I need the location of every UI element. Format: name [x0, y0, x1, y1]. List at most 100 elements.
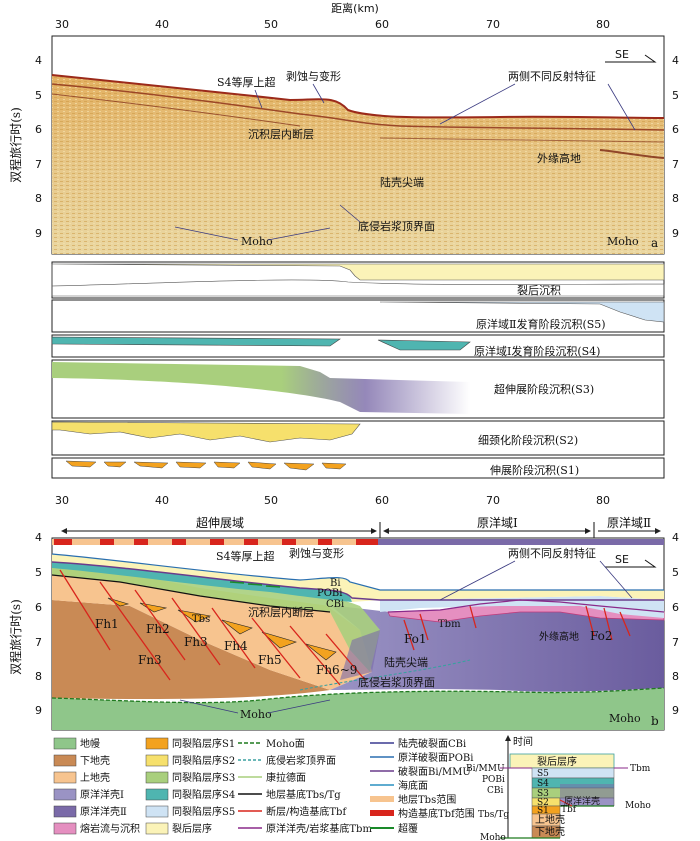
label-intrusive: 底侵岩浆顶界面	[358, 219, 435, 233]
mid-tick: 50	[264, 494, 278, 507]
strip-s1: 伸展阶段沉积(S1)	[51, 457, 665, 479]
col-s1: S1	[537, 806, 549, 816]
ytick: 8	[35, 670, 42, 683]
panel-b-letter: b	[651, 714, 659, 728]
legend-item: 原洋洋壳/岩浆基底Tbm	[266, 822, 372, 835]
label-fn3: Fn3	[138, 653, 162, 667]
direction-label: SE	[615, 48, 629, 61]
legend-item: 同裂陷层序S5	[172, 805, 235, 818]
label-erosion: 剥蚀与变形	[286, 69, 341, 83]
domain-proto1: 原洋域Ⅰ	[477, 515, 518, 530]
legend-item: 熔岩流与沉积	[80, 822, 140, 835]
col-cbi: CBi	[487, 786, 504, 796]
panel-a-yticks-left: 4 5 6 7 8 9	[35, 54, 42, 240]
col-lower: 下地壳	[535, 825, 565, 838]
legend-item: 原洋洋壳Ⅱ	[80, 805, 127, 818]
domain-bar: 超伸展域 原洋域Ⅰ 原洋域Ⅱ	[61, 515, 661, 540]
col-moho-left: Moho	[480, 833, 506, 841]
strip-s2: 细颈化阶段沉积(S2)	[51, 420, 665, 456]
panel-b-yticks-left: 4 5 6 7 8 9	[35, 531, 42, 717]
ytick: 4	[672, 54, 679, 67]
label-moho: Moho	[240, 708, 272, 721]
ytick: 9	[35, 704, 42, 717]
legend-item: 断层/构造基底Tbf	[266, 805, 347, 818]
label-two-sides: 两侧不同反射特征	[508, 69, 596, 83]
strip-post-rift: 裂后沉积	[51, 261, 665, 299]
legend-item: 原洋洋壳Ⅰ	[80, 788, 124, 801]
label-crust-tip: 陆壳尖端	[380, 175, 424, 189]
legend-item: 超覆	[398, 822, 418, 835]
label-outer-high: 外缘高地	[537, 151, 581, 165]
strip-label: 原洋域Ⅰ发育阶段沉积(S4)	[474, 344, 600, 358]
mid-tick: 70	[486, 494, 500, 507]
mid-tick: 60	[375, 494, 389, 507]
legend-item: Moho面	[266, 739, 305, 750]
panel-b-yticks-right: 4 5 6 7 8 9	[672, 531, 679, 717]
col-pobi: POBi	[482, 775, 505, 785]
ytick: 6	[672, 123, 679, 136]
strip-s3: 超伸展阶段沉积(S3)	[51, 359, 665, 419]
label-two-sides: 两侧不同反射特征	[508, 546, 596, 560]
legend-item: 地幔	[80, 737, 100, 750]
ytick: 8	[35, 192, 42, 205]
leader-lines-b	[179, 560, 633, 714]
domain-hyper: 超伸展域	[196, 515, 244, 530]
col-s2: S2	[537, 798, 549, 808]
col-s5: S5	[537, 769, 549, 779]
legend-item: 地层基底Tbs/Tg	[266, 788, 341, 801]
legend-item: 康拉德面	[266, 771, 306, 784]
col-post: 裂后层序	[537, 755, 577, 768]
ytick: 4	[35, 531, 42, 544]
col-time-label: 时间	[513, 735, 533, 748]
col-upper: 上地壳	[535, 813, 565, 826]
legend-col2: 同裂陷层序S1 同裂陷层序S2 同裂陷层序S3 同裂陷层序S4 同裂陷层序S5 …	[145, 737, 235, 835]
ytick: 4	[672, 531, 679, 544]
legend-item: 同裂陷层序S2	[172, 754, 235, 767]
ytick: 7	[35, 636, 42, 649]
legend-item: 破裂面Bi/MMU	[398, 765, 471, 778]
label-bi: Bi	[330, 578, 341, 589]
ytick: 4	[35, 54, 42, 67]
col-oceanic: 原洋洋壳	[564, 795, 600, 807]
strip-label: 裂后沉积	[517, 284, 561, 297]
ytick: 5	[35, 566, 42, 579]
label-s4-onlap: S4等厚上超	[216, 549, 275, 563]
legend-item: 构造基底Tbf范围	[398, 807, 475, 820]
col-bimmu: Bi/MMU	[466, 764, 505, 774]
legend-col3: Moho面 底侵岩浆顶界面 康拉德面 地层基底Tbs/Tg 断层/构造基底Tbf…	[238, 739, 372, 835]
mid-tick: 80	[596, 494, 610, 507]
label-moho-right: Moho	[609, 712, 641, 725]
strip-s5: 原洋域Ⅱ发育阶段沉积(S5)	[51, 299, 665, 333]
label-erosion: 剥蚀与变形	[289, 546, 344, 560]
direction-label: SE	[615, 553, 629, 566]
label-intra-fault: 沉积层内断层	[248, 605, 314, 619]
label-pobi: POBi	[317, 588, 342, 599]
mid-axis-ticks: 30 40 50 60 70 80	[55, 494, 610, 507]
legend-item: 裂后层序	[172, 822, 212, 835]
ytick: 8	[672, 670, 679, 683]
top-tick: 80	[596, 18, 610, 31]
ytick: 5	[35, 89, 42, 102]
ytick: 5	[672, 566, 679, 579]
direction-box	[605, 45, 657, 63]
ytick: 9	[672, 704, 679, 717]
legend-item: 上地壳	[80, 771, 110, 784]
label-s4-onlap: S4等厚上超	[217, 75, 276, 89]
top-tick: 60	[375, 18, 389, 31]
legend-item: 海底面	[398, 779, 428, 792]
top-tick: 40	[155, 18, 169, 31]
ytick: 7	[672, 158, 679, 171]
label-fo2: Fo2	[590, 629, 613, 643]
mid-tick: 40	[155, 494, 169, 507]
legend-item: 地层Tbs范围	[398, 793, 456, 806]
ytick: 6	[672, 601, 679, 614]
ytick: 5	[672, 89, 679, 102]
top-axis-ticks: 30 40 50 60 70 80	[55, 18, 610, 31]
ytick: 6	[35, 123, 42, 136]
col-s3: S3	[537, 789, 549, 799]
strip-label: 细颈化阶段沉积(S2)	[478, 433, 578, 447]
col-moho-right: Moho	[625, 801, 651, 811]
label-fh69: Fh6~9	[316, 663, 357, 677]
label-fh5: Fh5	[258, 653, 282, 667]
